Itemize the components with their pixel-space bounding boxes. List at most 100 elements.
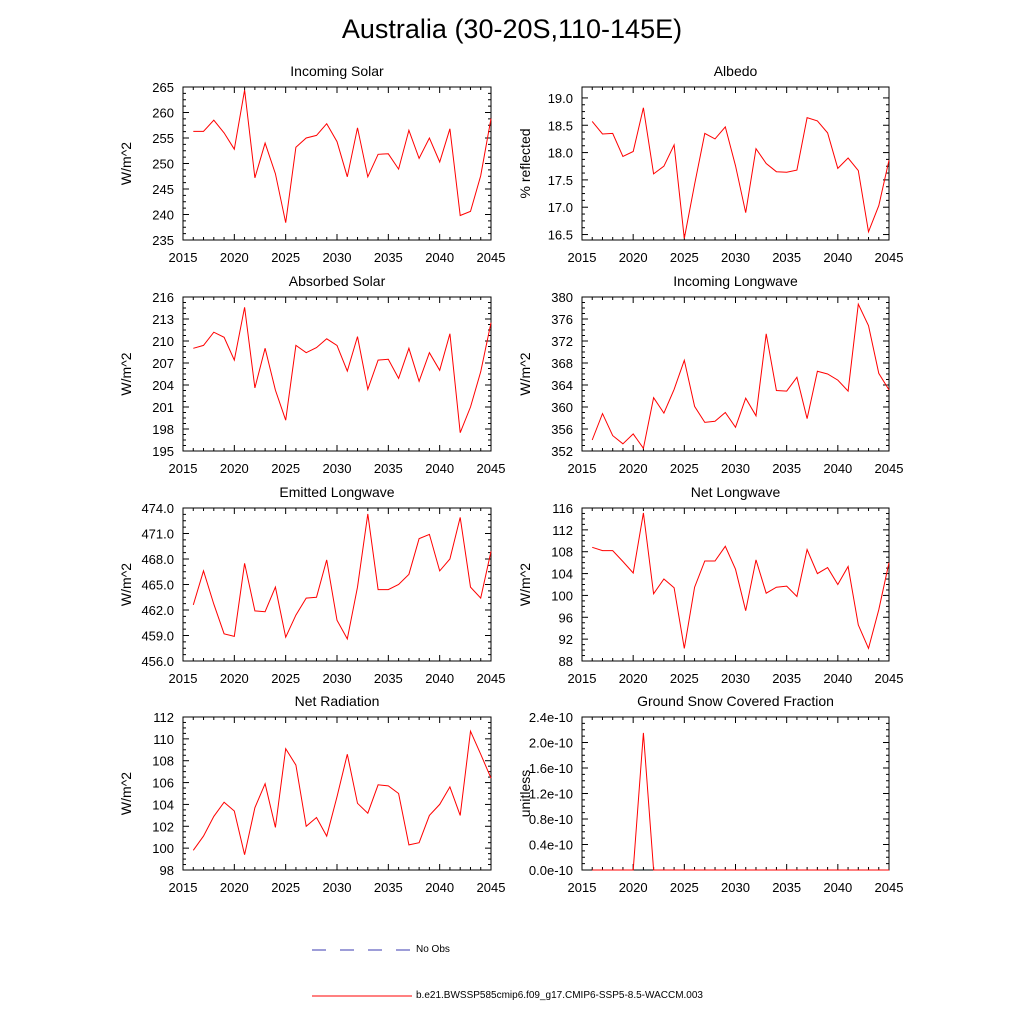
- x-tick-label: 2040: [425, 671, 454, 686]
- panel-6: Net Longwave W/m^2 2015 2020 2025 2030 2035 204…: [517, 484, 903, 686]
- panel-title: Absorbed Solar: [289, 273, 386, 289]
- legend-label-model: b.e21.BWSSP585cmip6.f09_g17.CMIP6-SSP5-8…: [416, 990, 703, 1001]
- x-tick-label: 2040: [823, 880, 852, 895]
- panel-title: Ground Snow Covered Fraction: [637, 693, 834, 709]
- x-tick-label: 2015: [568, 880, 597, 895]
- x-tick-label: 2040: [425, 250, 454, 265]
- panel-3: Absorbed Solar W/m^2 2015 2020 2025 2030 2035 2…: [118, 273, 505, 476]
- x-tick-label: 2035: [374, 671, 403, 686]
- x-tick-label: 2025: [670, 461, 699, 476]
- series-line: [591, 107, 890, 239]
- y-tick-label: 108: [551, 545, 573, 560]
- plot-frame: [182, 86, 492, 241]
- y-tick-label: 18.0: [548, 146, 573, 161]
- panel-7: Net Radiation W/m^2 2015 2020 2025 2030 2035 20…: [118, 693, 505, 895]
- panel-8: Ground Snow Covered Fraction unitless 2015…: [517, 693, 903, 895]
- y-tick-label: 201: [152, 400, 174, 415]
- y-tick-label: 265: [152, 80, 174, 95]
- y-tick-label: 2.0e-10: [529, 736, 573, 751]
- y-tick-label: 240: [152, 208, 174, 223]
- series-line: [193, 90, 492, 223]
- y-tick-label: 100: [551, 588, 573, 603]
- y-tick-label: 474.0: [141, 501, 174, 516]
- y-axis-label: W/m^2: [517, 352, 533, 395]
- x-tick-label: 2045: [477, 461, 506, 476]
- panel-title: Albedo: [714, 63, 758, 79]
- y-tick-label: 100: [152, 841, 174, 856]
- y-tick-label: 465.0: [141, 578, 174, 593]
- y-tick-label: 352: [551, 444, 573, 459]
- series-line: [193, 307, 492, 433]
- y-tick-label: 116: [552, 501, 573, 516]
- x-tick-label: 2025: [271, 250, 300, 265]
- x-tick-label: 2020: [619, 461, 648, 476]
- y-tick-label: 376: [551, 312, 573, 327]
- y-tick-label: 360: [551, 400, 573, 415]
- y-axis-label: unitless: [517, 770, 533, 817]
- x-tick-label: 2015: [169, 880, 198, 895]
- y-tick-label: 195: [152, 444, 174, 459]
- x-tick-label: 2025: [271, 461, 300, 476]
- x-tick-label: 2015: [568, 461, 597, 476]
- x-tick-label: 2025: [670, 250, 699, 265]
- x-tick-label: 2040: [425, 880, 454, 895]
- y-tick-label: 1.6e-10: [529, 761, 573, 776]
- x-tick-label: 2030: [721, 671, 750, 686]
- x-tick-label: 2030: [323, 461, 352, 476]
- y-axis-label: W/m^2: [118, 352, 134, 395]
- y-tick-label: 204: [152, 378, 174, 393]
- plot-frame: [581, 716, 890, 871]
- y-tick-label: 245: [152, 182, 174, 197]
- y-tick-label: 255: [152, 131, 174, 146]
- y-tick-label: 0.8e-10: [529, 812, 573, 827]
- x-tick-label: 2040: [823, 250, 852, 265]
- y-tick-label: 372: [551, 334, 573, 349]
- x-tick-label: 2015: [169, 671, 198, 686]
- y-tick-label: 216: [152, 290, 174, 305]
- panel-5: Emitted Longwave W/m^2 2015 2020 2025 2030 203…: [118, 484, 505, 686]
- plot-frame: [182, 296, 492, 452]
- y-tick-label: 104: [551, 567, 573, 582]
- x-tick-label: 2035: [374, 880, 403, 895]
- y-tick-label: 16.5: [548, 228, 573, 243]
- y-axis-label: W/m^2: [517, 563, 533, 606]
- x-tick-label: 2045: [477, 880, 506, 895]
- panel-1: Incoming Solar W/m^2 2015 2020 2025 2030 2035 2…: [118, 63, 505, 265]
- y-tick-label: 112: [552, 523, 573, 538]
- x-tick-label: 2035: [772, 250, 801, 265]
- series-line: [592, 732, 889, 871]
- y-tick-label: 260: [152, 106, 174, 121]
- x-tick-label: 2030: [721, 250, 750, 265]
- x-tick-label: 2030: [323, 880, 352, 895]
- y-axis-label: W/m^2: [118, 563, 134, 606]
- x-tick-label: 2015: [568, 671, 597, 686]
- legend-label-noobs: No Obs: [416, 944, 450, 955]
- x-tick-label: 2020: [220, 671, 249, 686]
- y-tick-label: 198: [152, 422, 174, 437]
- y-tick-label: 19.0: [548, 91, 573, 106]
- x-tick-label: 2045: [875, 250, 904, 265]
- x-tick-label: 2030: [721, 880, 750, 895]
- x-tick-label: 2015: [169, 461, 198, 476]
- x-tick-label: 2045: [875, 880, 904, 895]
- x-tick-label: 2035: [374, 250, 403, 265]
- y-tick-label: 468.0: [141, 552, 174, 567]
- panel-title: Emitted Longwave: [279, 484, 394, 500]
- x-tick-label: 2020: [220, 880, 249, 895]
- y-tick-label: 210: [152, 334, 174, 349]
- x-tick-label: 2045: [875, 671, 904, 686]
- y-tick-label: 462.0: [141, 603, 174, 618]
- x-tick-label: 2030: [323, 671, 352, 686]
- y-tick-label: 108: [152, 754, 174, 769]
- y-tick-label: 18.5: [548, 118, 573, 133]
- y-tick-label: 17.5: [548, 173, 573, 188]
- panel-title: Incoming Solar: [290, 63, 384, 79]
- x-tick-label: 2015: [169, 250, 198, 265]
- plot-frame: [581, 507, 890, 662]
- x-tick-label: 2025: [271, 880, 300, 895]
- plot-frame: [182, 716, 492, 871]
- y-tick-label: 112: [153, 710, 174, 725]
- panel-4: Incoming Longwave W/m^2 2015 2020 2025 2030 20…: [517, 273, 903, 476]
- y-tick-label: 368: [551, 356, 573, 371]
